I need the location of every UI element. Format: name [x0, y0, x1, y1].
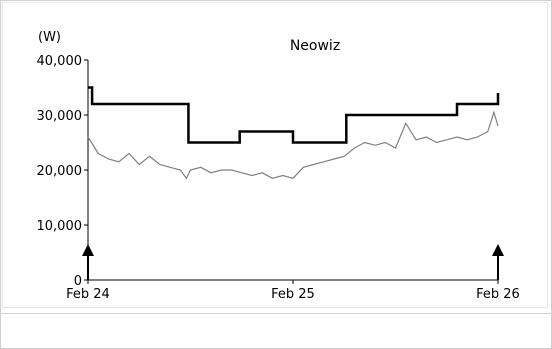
y-tick-label: 30,000: [37, 109, 83, 124]
y-tick-label: 0: [74, 274, 82, 289]
y-axis-unit: (W): [38, 30, 61, 45]
y-tick-label: 40,000: [37, 54, 83, 69]
y-tick-label: 10,000: [37, 219, 83, 234]
arrow-up-icon: [82, 244, 94, 280]
x-tick-label: Feb 26: [476, 287, 520, 302]
arrow-up-icon: [492, 244, 504, 280]
x-tick-labels: Feb 24 Feb 25 Feb 26: [66, 287, 520, 302]
x-tick-label: Feb 25: [271, 287, 315, 302]
chart-title: Neowiz: [290, 38, 340, 54]
series-line-stock-price: [87, 110, 499, 180]
plot-panel: [2, 2, 548, 308]
y-tick-labels: 40,000 30,000 20,000 10,000 0: [37, 54, 83, 289]
y-tick-label: 20,000: [37, 164, 83, 179]
annotations: [82, 244, 504, 280]
series-line-target-price: [88, 86, 500, 144]
footer-divider: [0, 313, 552, 314]
series-group: [87, 86, 500, 180]
x-tick-label: Feb 24: [66, 287, 110, 302]
axes: [84, 59, 499, 284]
